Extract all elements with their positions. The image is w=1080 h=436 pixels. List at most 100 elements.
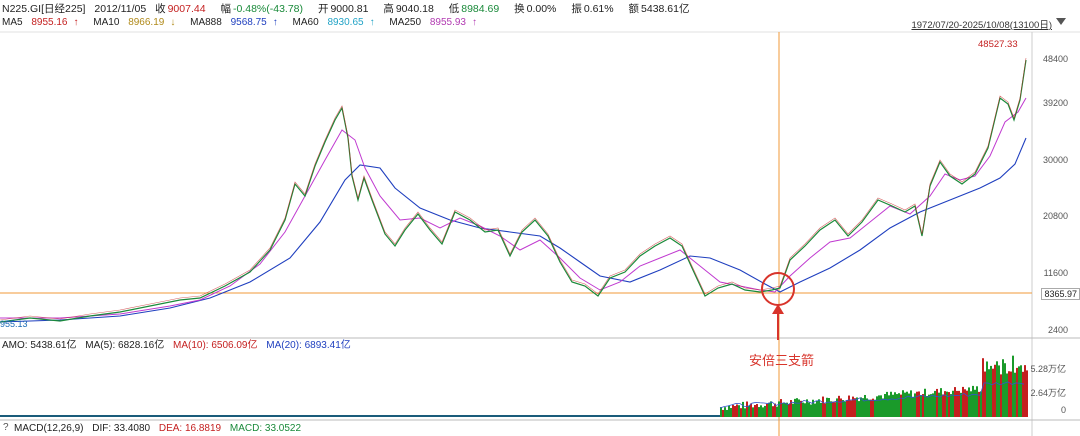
volume-bar	[848, 395, 850, 417]
volume-bar	[930, 394, 932, 417]
volume-bar	[954, 387, 956, 417]
amo-value: AMO: 5438.61亿	[2, 340, 77, 351]
volume-bar	[760, 405, 762, 417]
volume-bar	[722, 409, 724, 417]
volume-bar	[970, 391, 972, 417]
low-price-label: 955.13	[0, 319, 28, 329]
volume-bar	[944, 391, 946, 417]
volume-bar	[964, 389, 966, 417]
volume-bar	[846, 400, 848, 417]
volume-bar	[960, 392, 962, 417]
symbol-label[interactable]: N225.GI[日经225]	[2, 3, 86, 15]
help-icon[interactable]: ?	[3, 422, 9, 433]
volume-bar	[790, 400, 792, 417]
y-tick: 48400	[1042, 54, 1068, 64]
ma-item[interactable]: MA5 8955.16 ↑	[2, 17, 85, 28]
volume-bar	[978, 391, 980, 417]
volume-bar	[876, 396, 878, 417]
volume-bar	[734, 406, 736, 417]
ma-arrow: ↑	[272, 17, 278, 28]
high-group: 高 9040.18	[383, 3, 439, 15]
ma-item[interactable]: MA888 9568.75 ↑	[190, 17, 284, 28]
volume-bar	[900, 394, 902, 417]
macd-dif: DIF: 33.4080	[92, 423, 151, 434]
volume-bar	[968, 387, 970, 417]
low-label: 低	[448, 3, 460, 15]
volume-bar	[806, 399, 808, 417]
y-tick: 30000	[1042, 155, 1068, 165]
ma-item[interactable]: MA60 8930.65 ↑	[293, 17, 381, 28]
volume-bar	[834, 402, 836, 417]
ma-item[interactable]: MA10 8966.19 ↓	[93, 17, 181, 28]
volume-bar	[982, 358, 984, 417]
volume-bar	[952, 390, 954, 417]
volume-bar	[980, 391, 982, 417]
volume-bar	[832, 401, 834, 417]
volume-bar	[730, 408, 732, 417]
volume-bar	[840, 398, 842, 417]
amount-group: 额 5438.61亿	[629, 3, 696, 15]
volume-bar	[744, 408, 746, 417]
volume-bar	[756, 404, 758, 417]
volume-bar	[992, 368, 994, 417]
volume-bar	[1004, 363, 1006, 417]
date-range-selector[interactable]: 1972/07/20-2025/10/08(13100日)	[911, 20, 1052, 31]
amo-ma20[interactable]: MA(20): 6893.41亿	[266, 340, 351, 351]
volume-bar	[768, 402, 770, 417]
ma-value: 9568.75	[230, 17, 267, 28]
volume-bar	[956, 390, 958, 417]
volume-bar	[778, 401, 780, 417]
volume-bar	[962, 386, 964, 417]
change-label: 幅	[220, 3, 231, 15]
open-label: 开	[317, 3, 329, 15]
dropdown-arrow-icon[interactable]	[1056, 18, 1066, 25]
low-value: 8984.69	[461, 3, 500, 15]
amo-ma10[interactable]: MA(10): 6506.09亿	[172, 340, 258, 351]
volume-bar	[752, 407, 754, 417]
volume-bar	[898, 393, 900, 417]
volume-bar	[894, 392, 896, 417]
ma-name: MA250	[389, 17, 422, 28]
volume-bar	[746, 401, 748, 417]
macd-label[interactable]: MACD(12,26,9)	[14, 423, 84, 434]
price-line	[0, 59, 1027, 323]
high-label: 高	[383, 3, 394, 15]
volume-bar	[948, 392, 950, 417]
amo-ma5[interactable]: MA(5): 6828.16亿	[85, 340, 165, 351]
ma-name: MA60	[292, 17, 319, 28]
quote-info-bar: N225.GI[日经225] 2012/11/05 收 9007.44 幅 -0.4…	[2, 2, 702, 16]
y-tick: 2400	[1047, 325, 1068, 335]
high-value: 9040.18	[395, 3, 434, 15]
volume-bar	[732, 404, 734, 417]
volume-tick: 0	[1060, 405, 1066, 415]
turnover-group: 换 0.00%	[514, 3, 562, 15]
volume-bar	[884, 393, 886, 417]
turnover-label: 换	[514, 3, 525, 15]
volume-bar	[800, 400, 802, 417]
volume-bar	[836, 398, 838, 417]
close-value: 9007.44	[167, 3, 206, 15]
volume-bar	[1008, 371, 1010, 417]
volume-bar	[862, 398, 864, 417]
volume-bar	[958, 390, 960, 417]
volume-bar	[842, 400, 844, 417]
volume-bar	[922, 394, 924, 417]
volume-bar	[918, 391, 920, 417]
volume-bar	[864, 394, 866, 417]
volume-bar	[776, 406, 778, 417]
volume-bar	[726, 409, 728, 417]
volume-bar	[906, 391, 908, 417]
volume-bar	[872, 398, 874, 417]
volume-bar	[1016, 367, 1018, 417]
volume-bars	[719, 355, 1028, 417]
volume-bar	[934, 390, 936, 417]
volume-bar	[888, 395, 890, 417]
volume-bar	[796, 398, 798, 417]
amplitude-group: 振 0.61%	[571, 3, 619, 15]
ma-item[interactable]: MA250 8955.93 ↑	[389, 17, 483, 28]
volume-bar	[866, 398, 868, 417]
volume-bar	[936, 388, 938, 417]
volume-bar	[928, 394, 930, 417]
volume-bar	[912, 396, 914, 417]
